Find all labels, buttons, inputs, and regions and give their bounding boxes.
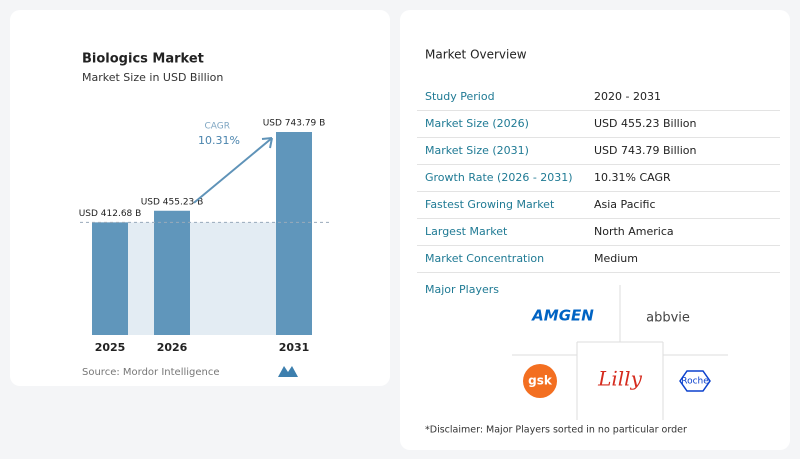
x-tick-label: 2026 xyxy=(157,341,188,354)
cagr-label: CAGR xyxy=(204,122,230,132)
row-value: USD 455.23 Billion xyxy=(594,117,696,130)
overview-card xyxy=(400,10,790,450)
bar xyxy=(276,132,312,335)
logo-lilly: Lilly xyxy=(597,367,642,391)
logo-roche-hex xyxy=(679,370,711,392)
players-title: Major Players xyxy=(425,283,499,296)
row-label: Market Concentration xyxy=(425,252,544,265)
row-value: Asia Pacific xyxy=(594,198,656,211)
row-label: Study Period xyxy=(425,90,495,103)
value-label: USD 455.23 B xyxy=(141,197,204,207)
source: Source: Mordor Intelligence xyxy=(82,367,220,378)
row-value: USD 743.79 Billion xyxy=(594,144,696,157)
row-label: Market Size (2031) xyxy=(425,144,529,157)
source-logo xyxy=(278,366,298,377)
row-value: 10.31% CAGR xyxy=(594,171,671,184)
row-label: Fastest Growing Market xyxy=(425,198,555,211)
logo-amgen: AMGEN xyxy=(531,307,594,325)
row-value: 2020 - 2031 xyxy=(594,90,661,103)
bar xyxy=(92,222,128,335)
chart-subtitle: Market Size in USD Billion xyxy=(82,71,223,84)
value-label: USD 743.79 B xyxy=(263,119,326,129)
logo-grid xyxy=(512,285,728,420)
x-tick-label: 2031 xyxy=(279,341,310,354)
chart-title: Biologics Market xyxy=(82,52,204,67)
row-label: Growth Rate (2026 - 2031) xyxy=(425,171,573,184)
logo-gsk-circle xyxy=(523,364,557,398)
row-label: Largest Market xyxy=(425,225,508,238)
logo-gsk: gsk xyxy=(528,374,553,388)
disclaimer: *Disclaimer: Major Players sorted in no … xyxy=(425,425,687,436)
x-tick-label: 2025 xyxy=(95,341,126,354)
row-label: Market Size (2026) xyxy=(425,117,529,130)
logo-roche: Roche xyxy=(681,377,709,387)
value-label: USD 412.68 B xyxy=(79,209,142,219)
cagr-arrow xyxy=(193,137,273,204)
cagr-value: 10.31% xyxy=(198,134,240,147)
overview-title: Market Overview xyxy=(425,48,527,62)
bar xyxy=(154,210,190,335)
row-value: Medium xyxy=(594,252,638,265)
cagr-arrowhead xyxy=(261,137,273,149)
baseline-band xyxy=(128,222,276,335)
row-value: North America xyxy=(594,225,674,238)
logo-abbvie: abbvie xyxy=(646,311,690,326)
